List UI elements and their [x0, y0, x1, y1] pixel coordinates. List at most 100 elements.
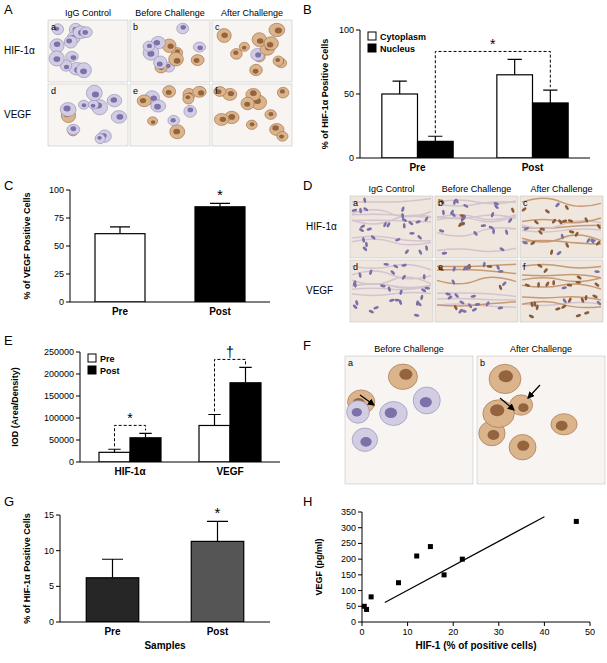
error-bar	[393, 81, 407, 94]
tissue-nucleus	[393, 264, 399, 269]
bar	[230, 383, 261, 462]
tissue-nucleus	[555, 307, 561, 311]
tissue-nucleus	[373, 305, 379, 310]
cell-nucleus	[181, 25, 186, 30]
tissue-nucleus	[567, 219, 573, 223]
bar	[86, 578, 139, 622]
sublabel: a	[51, 22, 56, 32]
cell	[67, 124, 80, 134]
cell	[86, 85, 102, 100]
tissue-fiber	[437, 215, 516, 220]
tissue-nucleus	[387, 286, 391, 292]
x-tick	[453, 622, 454, 626]
cell	[193, 42, 205, 52]
micrograph-frame	[350, 196, 433, 258]
tissue-nucleus	[556, 250, 562, 256]
tissue-fiber	[352, 285, 431, 289]
tissue-nucleus	[537, 282, 540, 288]
y-axis-label: VEGF (pg/ml)	[314, 539, 324, 596]
x-axis-label: HIF-1 (% of positive cells)	[415, 640, 536, 651]
sublabel: b	[133, 22, 138, 32]
cell-nucleus	[174, 58, 181, 64]
tissue-nucleus	[492, 228, 495, 234]
tissue-nucleus	[567, 297, 572, 303]
tissue-nucleus	[403, 223, 406, 229]
tissue-fiber	[522, 284, 601, 289]
tissue-fiber	[437, 302, 516, 306]
y-tick-label: 250	[341, 538, 356, 548]
tissue-nucleus	[362, 237, 366, 243]
legend-swatch	[88, 366, 96, 374]
tissue-nucleus	[533, 301, 537, 307]
y-tick	[76, 462, 80, 463]
sublabel: d	[353, 262, 358, 272]
significance-bracket	[115, 425, 146, 446]
cell	[168, 115, 180, 125]
cell	[246, 120, 257, 129]
tissue-nucleus	[423, 274, 426, 280]
cell	[193, 86, 207, 97]
tissue-nucleus	[493, 201, 499, 205]
tissue-nucleus	[358, 228, 364, 233]
point	[396, 580, 401, 585]
tissue-nucleus	[439, 229, 445, 233]
tissue-fiber	[522, 274, 601, 277]
cell-nucleus	[518, 403, 528, 412]
cell-nucleus	[275, 58, 280, 62]
cell-nucleus	[257, 38, 264, 43]
y-tick	[66, 274, 70, 275]
cell-nucleus	[499, 370, 513, 382]
point	[414, 554, 419, 559]
cell-nucleus	[66, 39, 72, 44]
tissue-nucleus	[452, 266, 456, 272]
y-tick-label: 50000	[49, 435, 74, 445]
micrograph-frame	[477, 356, 605, 484]
y-tick	[66, 302, 70, 303]
sublabel: e	[133, 86, 138, 96]
y-tick-label: 150	[341, 570, 356, 580]
cell-nucleus	[268, 112, 273, 116]
x-tick-label: 30	[494, 627, 504, 637]
cell-nucleus	[80, 68, 87, 74]
micrograph-frame	[435, 260, 518, 322]
sublabel: f	[215, 86, 218, 96]
tissue-nucleus	[545, 281, 550, 287]
cell-nucleus	[255, 52, 261, 57]
tissue-nucleus	[584, 295, 588, 301]
column-header: IgG Control	[65, 8, 111, 18]
y-tick	[358, 590, 362, 591]
error-bar	[207, 521, 228, 541]
column-header: After Challenge	[510, 344, 572, 354]
annotation: *	[215, 504, 221, 521]
tissue-nucleus	[530, 301, 534, 307]
micrograph	[520, 196, 603, 258]
tissue-nucleus	[424, 287, 430, 290]
column-header: IgG Control	[368, 184, 414, 194]
micrograph	[435, 196, 518, 258]
cell-nucleus	[490, 404, 504, 416]
error-bar	[102, 559, 123, 578]
y-tick-label: 200	[341, 554, 356, 564]
error-bar	[210, 203, 230, 206]
cell	[489, 364, 521, 393]
y-tick-label: 250000	[44, 347, 74, 357]
cell-nucleus	[420, 397, 432, 407]
tissue-nucleus	[401, 217, 407, 222]
cell-nucleus	[279, 134, 284, 138]
cell	[183, 93, 194, 104]
cell	[64, 36, 77, 48]
y-tick	[358, 606, 362, 607]
tissue-fiber	[437, 270, 516, 274]
cell-nucleus	[92, 92, 99, 98]
cell-nucleus	[197, 45, 202, 50]
y-axis	[362, 512, 363, 622]
cell	[111, 111, 126, 124]
x-tick-label: 40	[539, 627, 549, 637]
tissue-nucleus	[462, 215, 467, 221]
legend-label: Nucleus	[380, 44, 415, 54]
tissue-fiber	[522, 198, 601, 206]
tissue-nucleus	[414, 313, 420, 317]
cell	[388, 364, 417, 389]
tissue-nucleus	[505, 229, 509, 235]
annotation: *	[217, 186, 223, 203]
